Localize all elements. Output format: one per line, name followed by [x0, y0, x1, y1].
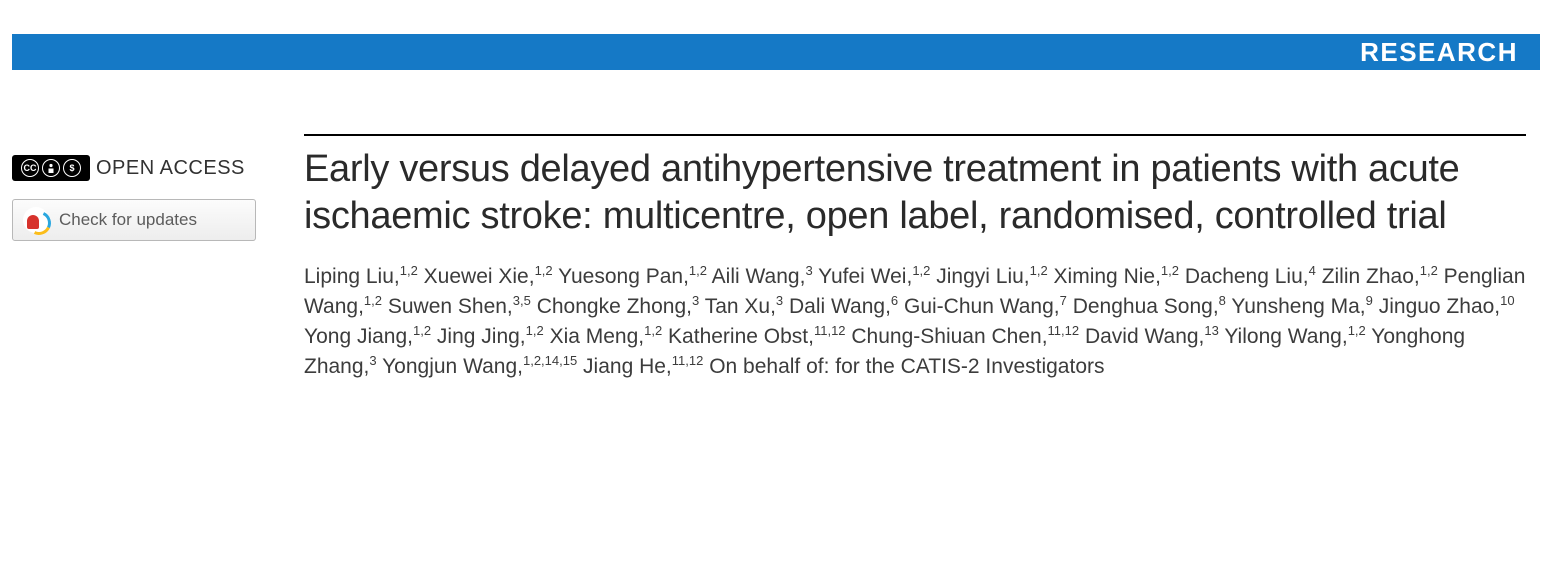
- open-access-badge: CC $ OPEN ACCESS: [12, 155, 280, 181]
- author-name: Yong Jiang,: [304, 325, 413, 348]
- author-affiliation: 4: [1309, 263, 1316, 278]
- author-name: Yilong Wang,: [1224, 325, 1347, 348]
- author-affiliation: 3: [805, 263, 812, 278]
- author-affiliation: 1,2: [1348, 323, 1366, 338]
- author-name: Chung-Shiuan Chen,: [851, 325, 1047, 348]
- author-affiliation: 8: [1219, 293, 1226, 308]
- author-name: Gui-Chun Wang,: [904, 295, 1060, 318]
- author-affiliation: 3: [776, 293, 783, 308]
- author-affiliation: 7: [1060, 293, 1067, 308]
- author-name: David Wang,: [1085, 325, 1204, 348]
- open-access-label: OPEN ACCESS: [96, 157, 245, 180]
- author-affiliation: 1,2: [689, 263, 707, 278]
- author-affiliation: 11,12: [1048, 323, 1080, 338]
- author-name: Dali Wang,: [789, 295, 891, 318]
- cc-by-nc-icon: CC $: [12, 155, 90, 181]
- author-name: Denghua Song,: [1073, 295, 1219, 318]
- author-affiliation: 1,2: [912, 263, 930, 278]
- author-affiliation: 1,2: [413, 323, 431, 338]
- author-affiliation: 11,12: [814, 323, 846, 338]
- author-affiliation: 1,2,14,15: [523, 353, 577, 368]
- author-name: Suwen Shen,: [388, 295, 513, 318]
- author-name: Jiang He,: [583, 355, 672, 378]
- author-name: Zilin Zhao,: [1322, 265, 1420, 288]
- author-affiliation: 1,2: [1030, 263, 1048, 278]
- author-affiliation: 1,2: [535, 263, 553, 278]
- author-name: Dacheng Liu,: [1185, 265, 1309, 288]
- author-affiliation: 1,2: [400, 263, 418, 278]
- author-name: Jing Jing,: [437, 325, 526, 348]
- author-affiliation: 3: [692, 293, 699, 308]
- author-affiliation: 1,2: [526, 323, 544, 338]
- author-affiliation: 1,2: [644, 323, 662, 338]
- nc-icon: $: [63, 159, 81, 177]
- author-name: Yongjun Wang,: [382, 355, 523, 378]
- author-affiliation: 11,12: [672, 353, 704, 368]
- author-affiliation: 9: [1366, 293, 1373, 308]
- author-affiliation: 3,5: [513, 293, 531, 308]
- check-for-updates-button[interactable]: Check for updates: [12, 199, 256, 241]
- author-name: Yunsheng Ma,: [1231, 295, 1365, 318]
- author-affiliation: 3: [369, 353, 376, 368]
- author-name: Tan Xu,: [705, 295, 776, 318]
- author-name: Katherine Obst,: [668, 325, 814, 348]
- author-name: Xuewei Xie,: [424, 265, 535, 288]
- research-banner: RESEARCH: [12, 34, 1540, 70]
- crossmark-icon: [23, 207, 49, 233]
- author-affiliation: 1,2: [364, 293, 382, 308]
- author-name: Yuesong Pan,: [558, 265, 689, 288]
- author-name: Liping Liu,: [304, 265, 400, 288]
- author-name: Yufei Wei,: [818, 265, 912, 288]
- left-column: CC $ OPEN ACCESS Check for updates: [12, 155, 280, 241]
- author-list: Liping Liu,1,2 Xuewei Xie,1,2 Yuesong Pa…: [304, 262, 1526, 381]
- cc-icon: CC: [21, 159, 39, 177]
- author-name: Jinguo Zhao,: [1379, 295, 1500, 318]
- author-affiliation: 10: [1500, 293, 1514, 308]
- article-header: Early versus delayed antihypertensive tr…: [304, 134, 1526, 381]
- author-affiliation: 6: [891, 293, 898, 308]
- author-name: Ximing Nie,: [1054, 265, 1161, 288]
- author-name: Xia Meng,: [550, 325, 645, 348]
- article-title: Early versus delayed antihypertensive tr…: [304, 146, 1526, 240]
- author-affiliation: 1,2: [1420, 263, 1438, 278]
- by-icon: [42, 159, 60, 177]
- author-name: Jingyi Liu,: [936, 265, 1029, 288]
- author-affiliation: 13: [1204, 323, 1218, 338]
- on-behalf-of: On behalf of: for the CATIS-2 Investigat…: [709, 355, 1104, 378]
- check-updates-label: Check for updates: [59, 210, 197, 230]
- author-name: Aili Wang,: [712, 265, 806, 288]
- banner-label: RESEARCH: [1360, 37, 1518, 68]
- author-affiliation: 1,2: [1161, 263, 1179, 278]
- author-name: Chongke Zhong,: [537, 295, 692, 318]
